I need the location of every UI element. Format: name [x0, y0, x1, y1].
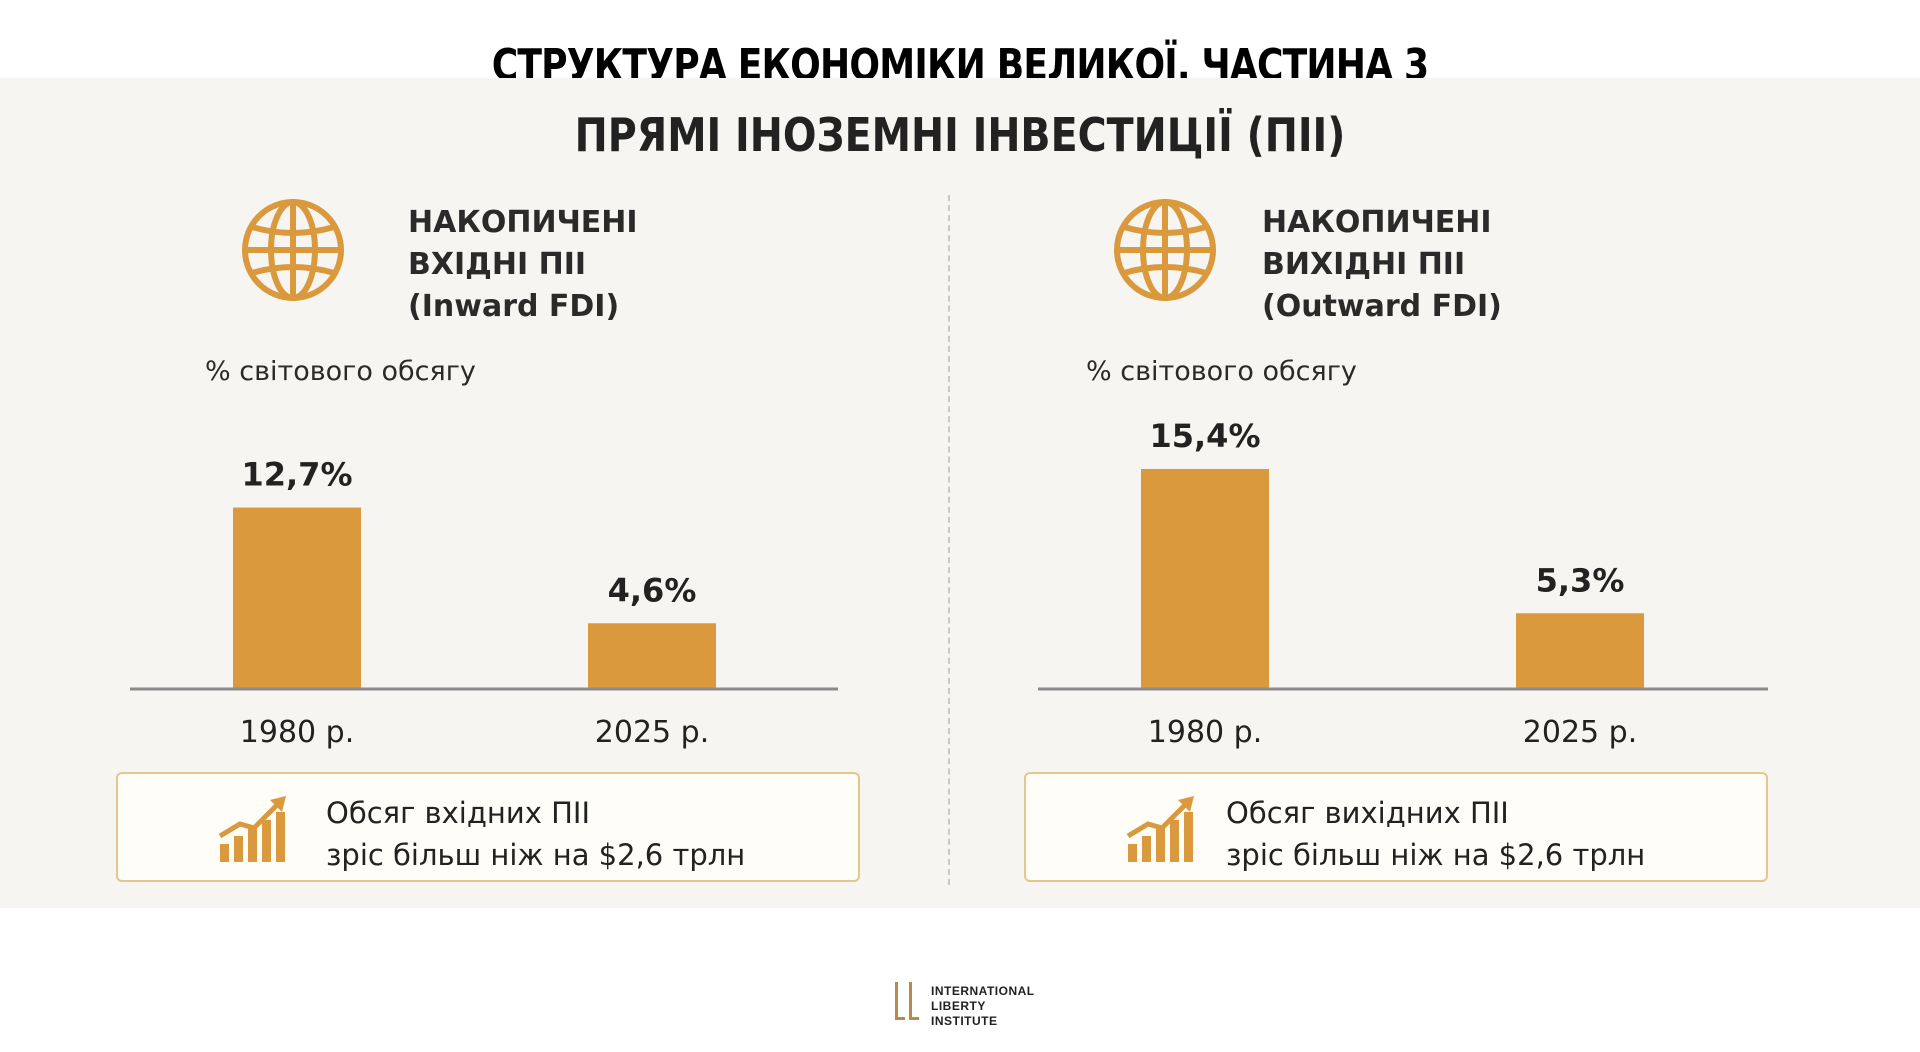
infographic-background: [0, 78, 1920, 908]
infographic-subtitle: ПРЯМІ ІНОЗЕМНІ ІНВЕСТИЦІЇ (ПІІ): [574, 108, 1346, 162]
globe-icon: [242, 199, 344, 301]
growth-chart-icon: [1126, 796, 1194, 862]
summary-note: Обсяг вхідних ПІІ зріс більш ніж на $2,6…: [116, 772, 860, 882]
note-line: Обсяг вихідних ПІІ: [1226, 796, 1509, 830]
logo-line: INTERNATIONAL: [931, 984, 1035, 998]
panel-heading: НАКОПИЧЕНІ ВИХІДНІ ПІІ (Outward FDI): [1262, 202, 1502, 328]
unit-label: % світового обсягу: [205, 356, 476, 387]
bar-chart-inward: 12,7% 1980 р. 4,6% 2025 р.: [130, 456, 838, 750]
bar: [1516, 613, 1644, 689]
institute-logo: INTERNATIONAL LIBERTY INSTITUTE: [893, 982, 1034, 1028]
growth-chart-icon: [218, 796, 286, 862]
globe-icon: [1114, 199, 1216, 301]
bar-chart-outward: 15,4% 1980 р. 5,3% 2025 р.: [1038, 417, 1768, 750]
x-tick-label: 1980 р.: [1148, 715, 1262, 750]
note-line: Обсяг вхідних ПІІ: [326, 796, 591, 830]
bar: [233, 507, 361, 689]
heading-line: (Inward FDI): [408, 289, 620, 324]
note-text: Обсяг вихідних ПІІ зріс більш ніж на $2,…: [1226, 792, 1645, 876]
heading-line: НАКОПИЧЕНІ: [408, 205, 638, 240]
data-label: 4,6%: [608, 571, 697, 609]
heading-line: ВИХІДНІ ПІІ: [1262, 247, 1466, 282]
data-label: 15,4%: [1149, 417, 1260, 455]
unit-label: % світового обсягу: [1086, 356, 1357, 387]
x-tick-label: 1980 р.: [240, 715, 354, 750]
x-tick-label: 2025 р.: [1523, 715, 1637, 750]
x-tick-label: 2025 р.: [595, 715, 709, 750]
ili-logo-icon: [895, 982, 919, 1020]
summary-note: Обсяг вихідних ПІІ зріс більш ніж на $2,…: [1024, 772, 1768, 882]
bar: [1141, 469, 1269, 689]
panel-heading: НАКОПИЧЕНІ ВХІДНІ ПІІ (Inward FDI): [408, 202, 638, 328]
note-line: зріс більш ніж на $2,6 трлн: [326, 838, 746, 872]
heading-line: ВХІДНІ ПІІ: [408, 247, 587, 282]
logo-text: INTERNATIONAL LIBERTY INSTITUTE: [931, 984, 1035, 1029]
data-label: 12,7%: [241, 456, 352, 494]
note-line: зріс більш ніж на $2,6 трлн: [1226, 838, 1646, 872]
heading-line: (Outward FDI): [1262, 289, 1502, 324]
outward-fdi-panel: НАКОПИЧЕНІ ВИХІДНІ ПІІ (Outward FDI) % с…: [908, 0, 1868, 1052]
heading-line: НАКОПИЧЕНІ: [1262, 205, 1492, 240]
panel-divider: [948, 195, 950, 885]
data-label: 5,3%: [1536, 561, 1625, 599]
inward-fdi-panel: НАКОПИЧЕНІ ВХІДНІ ПІІ (Inward FDI) % сві…: [116, 199, 860, 882]
logo-line: LIBERTY INSTITUTE: [931, 999, 998, 1028]
note-text: Обсяг вхідних ПІІ зріс більш ніж на $2,6…: [326, 792, 745, 876]
bar: [588, 623, 716, 689]
